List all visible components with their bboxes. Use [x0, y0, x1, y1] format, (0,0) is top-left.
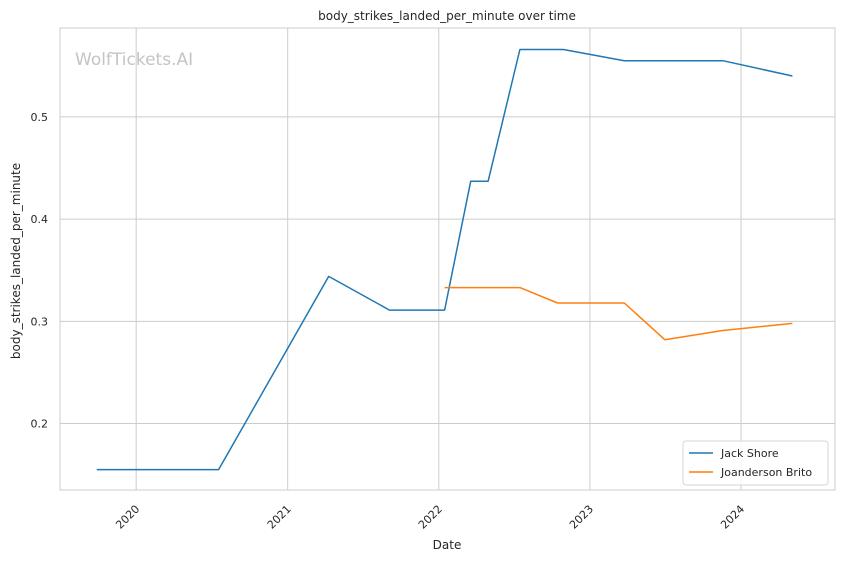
y-tick-label: 0.5 [31, 111, 49, 124]
x-axis-label: Date [433, 538, 462, 552]
y-tick-label: 0.3 [31, 315, 49, 328]
x-tick-label: 2023 [567, 503, 596, 532]
x-tick-label: 2024 [718, 503, 747, 532]
plot-area [59, 27, 836, 491]
series-line-1 [444, 286, 793, 341]
y-axis-ticks: 0.2 0.3 0.4 0.5 [31, 111, 49, 431]
y-axis-label: body_strikes_landed_per_minute [9, 163, 23, 359]
series-line-0 [96, 48, 793, 471]
series-lines [96, 48, 793, 471]
gridlines [60, 28, 835, 490]
legend-box [682, 440, 829, 486]
legend-label: Joanderson Brito [720, 466, 812, 479]
legend-label: Jack Shore [720, 447, 779, 460]
y-tick-label: 0.4 [31, 213, 49, 226]
x-tick-label: 2020 [113, 503, 142, 532]
watermark: WolfTickets.AI [75, 50, 193, 70]
legend: Jack Shore Joanderson Brito [682, 440, 829, 486]
y-tick-label: 0.2 [31, 418, 49, 431]
chart-title: body_strikes_landed_per_minute over time [318, 9, 576, 23]
x-axis-ticks: 2020 2021 2022 2023 2024 [113, 503, 747, 532]
x-tick-label: 2021 [265, 503, 294, 532]
x-tick-label: 2022 [416, 503, 445, 532]
